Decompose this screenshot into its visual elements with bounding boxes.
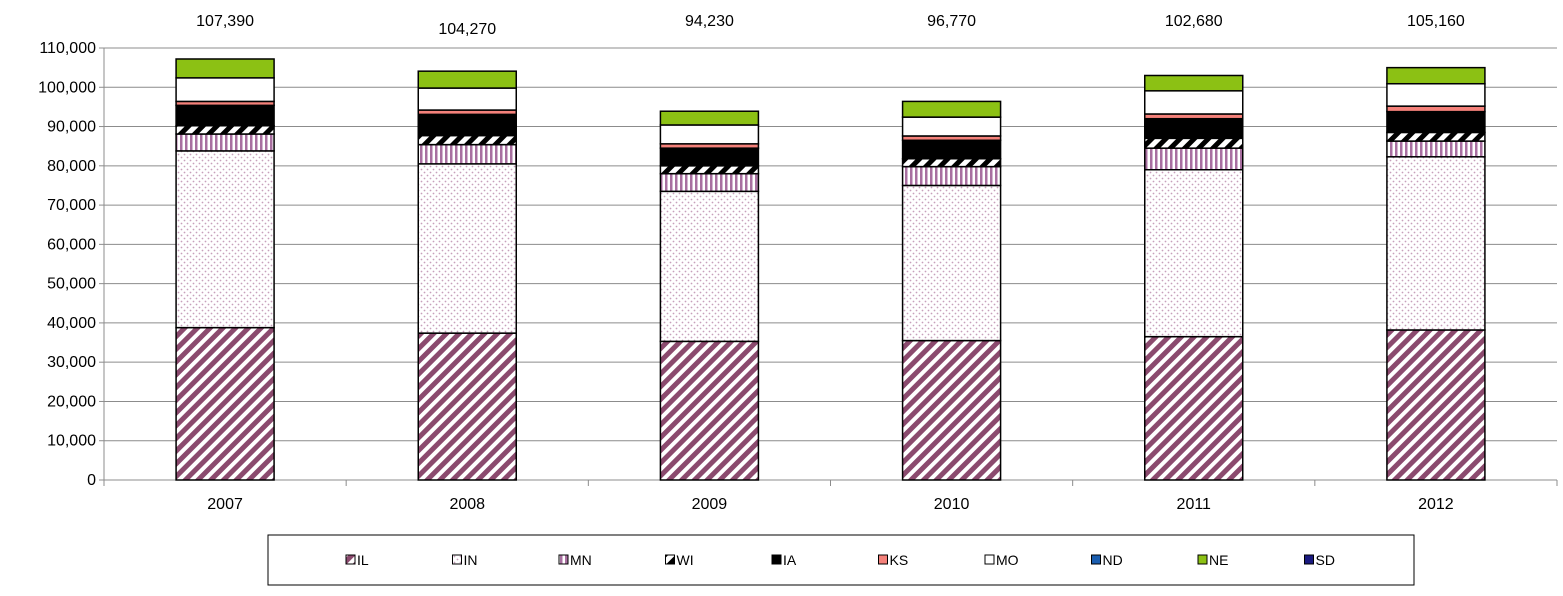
bar-segment-ne [901,100,1002,118]
legend-label-mn: MN [570,552,592,568]
legend-swatch-ks [878,554,888,565]
bar-segment-mn [175,133,275,152]
bar-segment-mo [417,87,517,111]
bar-segment-il [1144,335,1244,481]
bar-segment-in [659,190,760,343]
legend-label-ne: NE [1209,552,1228,568]
bar-segment-il [901,339,1002,481]
legend-swatch-nd [1091,554,1101,565]
legend-swatch-mn [558,554,569,565]
x-tick-label: 2012 [1418,496,1454,513]
y-tick-label: 100,000 [38,79,96,96]
bar-segment-mo [659,124,760,145]
legend-swatch-sd [1304,554,1314,565]
y-tick-label: 20,000 [47,393,96,410]
x-tick-label: 2010 [934,496,970,513]
legend-label-in: IN [464,552,478,568]
bar-segment-ia [175,104,275,127]
bar-segment-mn [1144,147,1244,171]
legend-label-ks: KS [890,552,909,568]
bar-segment-wi [175,125,275,135]
legend-swatch-ne [1197,554,1208,565]
bar-segment-ia [417,113,517,137]
bar-segment-mn [659,172,760,193]
total-label: 94,230 [685,13,734,30]
bar-segment-il [1386,329,1486,481]
legend-label-ia: IA [783,552,797,568]
bar-segment-ne [417,70,517,89]
bar-segment-mo [175,77,275,103]
y-tick-label: 30,000 [47,354,96,371]
total-label: 105,160 [1407,13,1465,30]
bar-segment-in [901,184,1002,342]
y-tick-label: 80,000 [47,158,96,175]
legend-label-mo: MO [996,552,1019,568]
bars [175,58,1486,481]
bar-segment-ks [1386,105,1486,113]
total-label: 102,680 [1165,13,1223,30]
legend-swatch-ia [771,554,782,565]
x-tick-label: 2009 [692,496,728,513]
bar-segment-wi [417,134,517,146]
legend-swatch-in [452,554,462,565]
gridlines [104,47,1557,442]
bar-segment-il [175,326,275,481]
bar-segment-ne [659,110,760,126]
bar-segment-wi [1386,131,1486,142]
x-tick-label: 2007 [207,496,243,513]
y-tick-label: 10,000 [47,433,96,450]
bar-segment-wi [1144,137,1244,149]
y-tick-label: 90,000 [47,119,96,136]
x-tick-label: 2011 [1177,496,1212,513]
y-tick-label: 40,000 [47,315,96,332]
total-label: 96,770 [927,13,976,30]
legend-box [267,534,1415,586]
legend-label-sd: SD [1316,552,1335,568]
x-tick-label: 2008 [449,496,485,513]
bar-segment-mn [1386,140,1486,158]
legend-label-nd: ND [1103,552,1123,568]
total-label: 107,390 [196,13,254,30]
legend-swatch-mo [984,554,995,565]
legend-swatch-il [345,554,356,565]
labels: 0 10,000 20,000 30,000 40,000 50,000 60,000 70,… [38,13,1465,513]
bar-segment-in [175,150,275,329]
legend-label-il: IL [357,552,369,568]
legend-swatch-wi [665,554,675,565]
bar-segment-mn [901,165,1002,187]
bar-segment-ne [1144,74,1244,92]
bar-segment-ia [1386,110,1486,134]
y-tick-label: 70,000 [47,197,96,214]
y-tick-label: 50,000 [47,276,96,293]
bar-segment-wi [659,165,760,175]
y-tick-label: 0 [87,472,96,489]
bar-segment-mo [901,116,1002,137]
legend-label-wi: WI [677,552,694,568]
bar-segment-in [1386,156,1486,331]
bar-segment-ia [901,139,1002,160]
bar-segment-in [417,163,517,334]
total-label: 104,270 [438,21,496,38]
bar-segment-ia [659,147,760,167]
bar-segment-wi [901,157,1002,168]
bar-segment-mn [417,143,517,165]
legend: IL IN MN WI IA KS MO ND NE SD [267,534,1415,586]
bar-segment-in [1144,168,1244,338]
y-tick-label: 110,000 [39,40,96,57]
bar-segment-il [659,340,760,481]
bar-segment-ne [175,58,275,79]
bar-segment-il [417,332,517,481]
axes [99,47,1558,486]
bar-segment-mo [1144,90,1244,115]
y-tick-label: 60,000 [47,236,96,253]
bar-segment-mo [1386,82,1486,107]
bar-segment-ia [1144,117,1244,140]
bar-segment-ne [1386,66,1486,85]
